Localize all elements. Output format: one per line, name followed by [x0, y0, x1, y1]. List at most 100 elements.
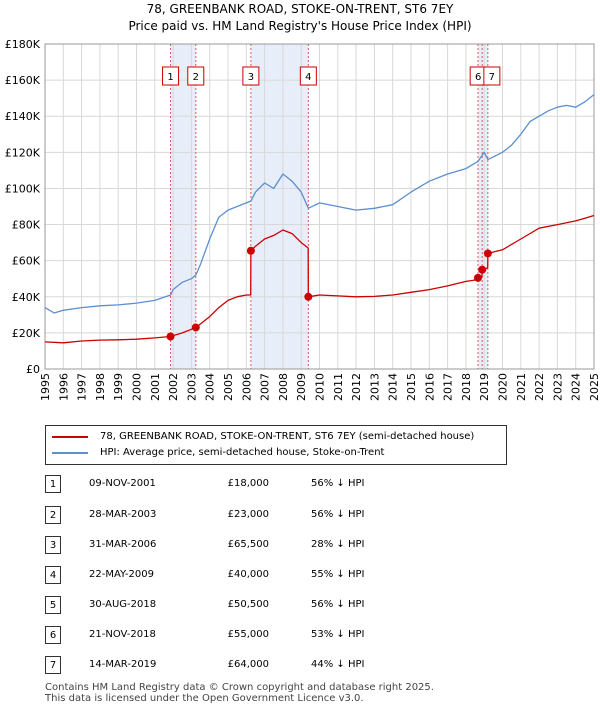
sale-point-2	[191, 323, 200, 332]
footer-copyright: Contains HM Land Registry data © Crown c…	[45, 682, 434, 693]
transaction-row: 6 21-NOV-2018 £55,000 53% ↓ HPI	[45, 626, 445, 646]
x-tick-label: 2008	[277, 373, 290, 401]
transaction-date: 09-NOV-2001	[89, 478, 156, 489]
transaction-price: £40,000	[227, 569, 269, 580]
sale-marker-box-1	[162, 66, 180, 86]
plot-border	[44, 43, 595, 370]
x-tick-label: 2017	[442, 373, 455, 401]
transaction-date: 21-NOV-2018	[89, 629, 156, 640]
y-tick-label: £40K	[12, 291, 41, 304]
legend-swatch-property	[52, 436, 88, 438]
x-tick-label: 2023	[551, 373, 564, 401]
transaction-row: 4 22-MAY-2009 £40,000 55% ↓ HPI	[45, 566, 445, 586]
x-tick-label: 2004	[204, 373, 217, 401]
sale-point-1	[166, 332, 175, 341]
y-tick-label: £180K	[5, 38, 41, 51]
sale-point-4	[304, 292, 313, 301]
transaction-hpi-diff: 28% ↓ HPI	[311, 539, 365, 550]
transaction-number: 6	[45, 626, 61, 644]
sale-marker-box-4	[299, 66, 317, 86]
transaction-number: 5	[45, 596, 61, 614]
sale-marker-label-2: 2	[193, 72, 199, 83]
legend-label-hpi: HPI: Average price, semi-detached house,…	[100, 447, 385, 458]
x-tick-label: 2020	[497, 373, 510, 401]
transaction-number: 4	[45, 566, 61, 584]
x-tick-label: 2025	[588, 373, 600, 401]
transaction-row: 5 30-AUG-2018 £50,500 56% ↓ HPI	[45, 596, 445, 616]
sale-point-6	[478, 265, 487, 274]
hpi-line	[44, 94, 595, 314]
x-tick-label: 2003	[185, 373, 198, 401]
transaction-price: £18,000	[227, 478, 269, 489]
sale-marker-box-2	[187, 66, 205, 86]
price-chart: £0 £20K £40K £60K £80K £100K £120K £140K £160K £1…	[5, 38, 600, 401]
y-tick-label: £0	[26, 363, 40, 376]
y-tick-label: £60K	[12, 255, 41, 268]
transaction-hpi-diff: 56% ↓ HPI	[311, 478, 365, 489]
x-tick-label: 2021	[515, 373, 528, 401]
y-tick-label: £80K	[12, 219, 41, 232]
x-tick-label: 1997	[76, 373, 89, 401]
x-tick-label: 1999	[112, 373, 125, 401]
transaction-hpi-diff: 56% ↓ HPI	[311, 599, 365, 610]
transaction-date: 14-MAR-2019	[89, 659, 157, 670]
footer-licence: This data is licensed under the Open Gov…	[45, 693, 364, 704]
shaded-period-2	[250, 44, 309, 369]
transaction-hpi-diff: 56% ↓ HPI	[311, 509, 365, 520]
shaded-period-1	[170, 44, 196, 369]
legend-swatch-hpi	[52, 452, 88, 454]
x-tick-label: 2011	[332, 373, 345, 401]
sale-marker-box-3	[242, 66, 260, 86]
transaction-number: 2	[45, 506, 61, 524]
sale-marker-label-3: 3	[248, 72, 254, 83]
y-tick-label: £140K	[5, 110, 41, 123]
x-tick-label: 2015	[405, 373, 418, 401]
transaction-number: 7	[45, 656, 61, 674]
transaction-hpi-diff: 55% ↓ HPI	[311, 569, 365, 580]
transaction-row: 2 28-MAR-2003 £23,000 56% ↓ HPI	[45, 506, 445, 526]
transaction-hpi-diff: 44% ↓ HPI	[311, 659, 365, 670]
x-tick-label: 2005	[222, 373, 235, 401]
transaction-price: £55,000	[227, 629, 269, 640]
transaction-row: 7 14-MAR-2019 £64,000 44% ↓ HPI	[45, 656, 445, 676]
chart-legend: 78, GREENBANK ROAD, STOKE-ON-TRENT, ST6 …	[45, 425, 507, 465]
x-tick-label: 2002	[167, 373, 180, 401]
transaction-number: 1	[45, 475, 61, 493]
legend-label-property: 78, GREENBANK ROAD, STOKE-ON-TRENT, ST6 …	[100, 431, 475, 442]
x-tick-label: 2001	[149, 373, 162, 401]
transaction-price: £23,000	[227, 509, 269, 520]
transaction-row: 1 09-NOV-2001 £18,000 56% ↓ HPI	[45, 475, 445, 495]
transaction-date: 28-MAR-2003	[89, 509, 157, 520]
sale-marker-label-6: 6	[475, 72, 481, 83]
x-tick-label: 2000	[131, 373, 144, 401]
x-tick-label: 2018	[460, 373, 473, 401]
x-tick-label: 2019	[478, 373, 491, 401]
transaction-number: 3	[45, 536, 61, 554]
transaction-date: 31-MAR-2006	[89, 539, 157, 550]
footer: Contains HM Land Registry data © Crown c…	[45, 682, 434, 704]
transaction-date: 30-AUG-2018	[89, 599, 157, 610]
x-tick-label: 2024	[570, 373, 583, 401]
sale-point-5	[473, 273, 482, 282]
sale-marker-box-7	[483, 66, 501, 86]
transaction-hpi-diff: 53% ↓ HPI	[311, 629, 365, 640]
x-tick-label: 1998	[94, 373, 107, 401]
transaction-row: 3 31-MAR-2006 £65,500 28% ↓ HPI	[45, 536, 445, 556]
transaction-date: 22-MAY-2009	[89, 569, 155, 580]
sale-point-3	[246, 246, 255, 255]
y-tick-label: £160K	[5, 74, 41, 87]
sale-marker-label-4: 4	[305, 72, 311, 83]
sale-point-7	[483, 249, 492, 258]
sale-marker-label-7: 7	[489, 72, 495, 83]
x-tick-label: 2012	[350, 373, 363, 401]
transaction-price: £64,000	[227, 659, 269, 670]
x-tick-label: 1995	[39, 373, 52, 401]
property-price-line	[44, 214, 595, 344]
x-tick-label: 2010	[314, 373, 327, 401]
transaction-price: £50,500	[227, 599, 269, 610]
x-tick-label: 2013	[368, 373, 381, 401]
x-tick-label: 2007	[259, 373, 272, 401]
x-tick-label: 2014	[387, 373, 400, 401]
y-tick-label: £120K	[5, 146, 41, 159]
shaded-period-3	[477, 44, 488, 369]
